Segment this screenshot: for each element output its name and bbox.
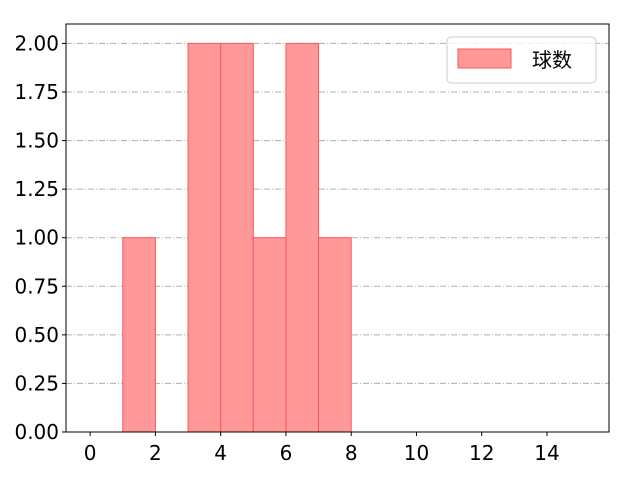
y-tick-label: 1.75 [14,80,59,104]
y-tick-label: 1.50 [14,129,59,153]
y-tick-label: 0.25 [14,371,59,395]
x-tick-label: 10 [404,441,429,465]
x-tick-label: 0 [84,441,97,465]
histogram-bar [318,237,352,433]
x-tick-label: 12 [469,441,494,465]
y-tick-label: 0.00 [14,420,59,444]
histogram-bar [187,42,222,433]
plot-frame [65,23,610,433]
y-tick-label: 1.25 [14,177,59,201]
histogram-bar [285,42,320,433]
y-tick-label: 2.00 [14,31,59,55]
grid [66,42,609,433]
y-tick-label: 0.50 [14,323,59,347]
legend: 球数 [446,36,597,84]
bars [122,42,352,433]
x-axis: 0 2 4 6 8 10 12 14 [84,432,560,465]
histogram-bar [220,42,254,433]
histogram-bar [122,237,156,433]
x-tick-label: 2 [149,441,162,465]
x-tick-label: 14 [534,441,559,465]
legend-label: 球数 [532,48,572,72]
x-tick-label: 6 [280,441,293,465]
legend-swatch [457,48,512,69]
y-tick-label: 1.00 [14,226,59,250]
histogram-bar [252,237,287,433]
x-tick-label: 8 [345,441,358,465]
y-axis: 0.00 0.25 0.50 0.75 1.00 1.25 1.50 1.75 2.00 [14,31,66,444]
y-tick-label: 0.75 [14,274,59,298]
x-tick-label: 4 [214,441,227,465]
